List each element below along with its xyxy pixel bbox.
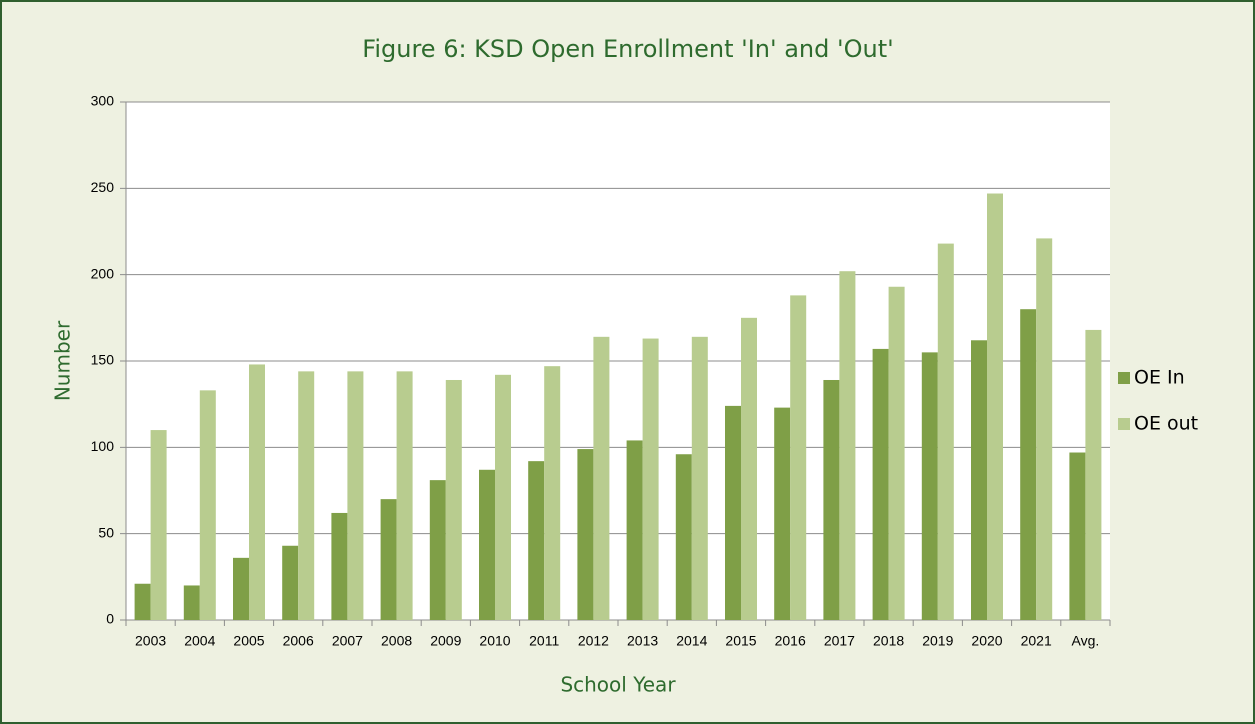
bar bbox=[675, 454, 692, 620]
y-tick-label: 250 bbox=[91, 179, 115, 195]
bar bbox=[626, 440, 643, 620]
bar bbox=[396, 371, 413, 620]
bar bbox=[380, 499, 397, 620]
x-tick-label: 2017 bbox=[824, 633, 855, 649]
bar bbox=[593, 336, 610, 620]
bar bbox=[888, 286, 905, 620]
bar bbox=[331, 512, 348, 620]
bar bbox=[987, 193, 1003, 620]
legend-label: OE out bbox=[1134, 413, 1198, 435]
bar bbox=[642, 338, 659, 620]
bar bbox=[725, 405, 741, 620]
x-tick-label: 2012 bbox=[578, 633, 609, 649]
y-tick-label: 200 bbox=[91, 265, 115, 281]
x-tick-label: 2003 bbox=[135, 633, 166, 649]
x-tick-label: Avg. bbox=[1072, 633, 1100, 649]
chart-title: Figure 6: KSD Open Enrollment 'In' and '… bbox=[362, 35, 893, 63]
legend-label: OE In bbox=[1134, 367, 1185, 389]
x-tick-label: 2021 bbox=[1021, 633, 1052, 649]
legend-swatch bbox=[1118, 372, 1130, 384]
bar bbox=[872, 348, 889, 620]
bar bbox=[298, 371, 315, 620]
x-tick-label: 2005 bbox=[233, 633, 264, 649]
x-tick-label: 2008 bbox=[381, 633, 412, 649]
bar bbox=[741, 317, 757, 620]
bar bbox=[134, 583, 151, 620]
bar bbox=[282, 545, 299, 620]
y-tick-label: 100 bbox=[91, 438, 115, 454]
x-tick-label: 2014 bbox=[676, 633, 707, 649]
bar bbox=[347, 371, 364, 620]
bar bbox=[429, 480, 446, 620]
bar bbox=[445, 379, 462, 620]
bar bbox=[921, 352, 938, 620]
bar bbox=[495, 374, 511, 620]
x-tick-label: 2013 bbox=[627, 633, 658, 649]
x-tick-label: 2018 bbox=[873, 633, 904, 649]
bar bbox=[199, 390, 216, 620]
bar bbox=[479, 469, 495, 620]
x-axis-label: School Year bbox=[560, 673, 676, 697]
bar bbox=[150, 430, 167, 620]
bar bbox=[937, 243, 954, 620]
bar bbox=[183, 585, 200, 620]
y-tick-label: 150 bbox=[91, 352, 115, 368]
bar bbox=[1085, 329, 1102, 620]
x-tick-label: 2010 bbox=[479, 633, 510, 649]
bar bbox=[839, 271, 856, 620]
y-tick-label: 0 bbox=[106, 611, 114, 627]
y-tick-label: 300 bbox=[91, 93, 115, 109]
x-tick-label: 2016 bbox=[775, 633, 806, 649]
x-tick-label: 2011 bbox=[529, 633, 559, 649]
bar bbox=[971, 340, 987, 620]
bar bbox=[249, 364, 265, 620]
bar bbox=[1069, 452, 1086, 620]
x-tick-label: 2006 bbox=[283, 633, 314, 649]
bar bbox=[544, 366, 561, 620]
bar bbox=[577, 449, 594, 620]
bar bbox=[528, 461, 545, 620]
x-tick-label: 2015 bbox=[725, 633, 756, 649]
y-axis-label: Number bbox=[51, 320, 75, 401]
legend-swatch bbox=[1118, 418, 1130, 430]
bar bbox=[823, 379, 840, 620]
bar bbox=[1020, 309, 1037, 620]
bar bbox=[774, 407, 791, 620]
y-tick-label: 50 bbox=[98, 524, 114, 540]
x-tick-label: 2019 bbox=[922, 633, 953, 649]
bar bbox=[790, 295, 807, 620]
x-tick-label: 2020 bbox=[971, 633, 1002, 649]
bar bbox=[691, 336, 708, 620]
x-tick-label: 2007 bbox=[332, 633, 363, 649]
x-tick-label: 2004 bbox=[184, 633, 215, 649]
bar bbox=[233, 557, 249, 620]
bar bbox=[1036, 238, 1053, 620]
x-tick-label: 2009 bbox=[430, 633, 461, 649]
